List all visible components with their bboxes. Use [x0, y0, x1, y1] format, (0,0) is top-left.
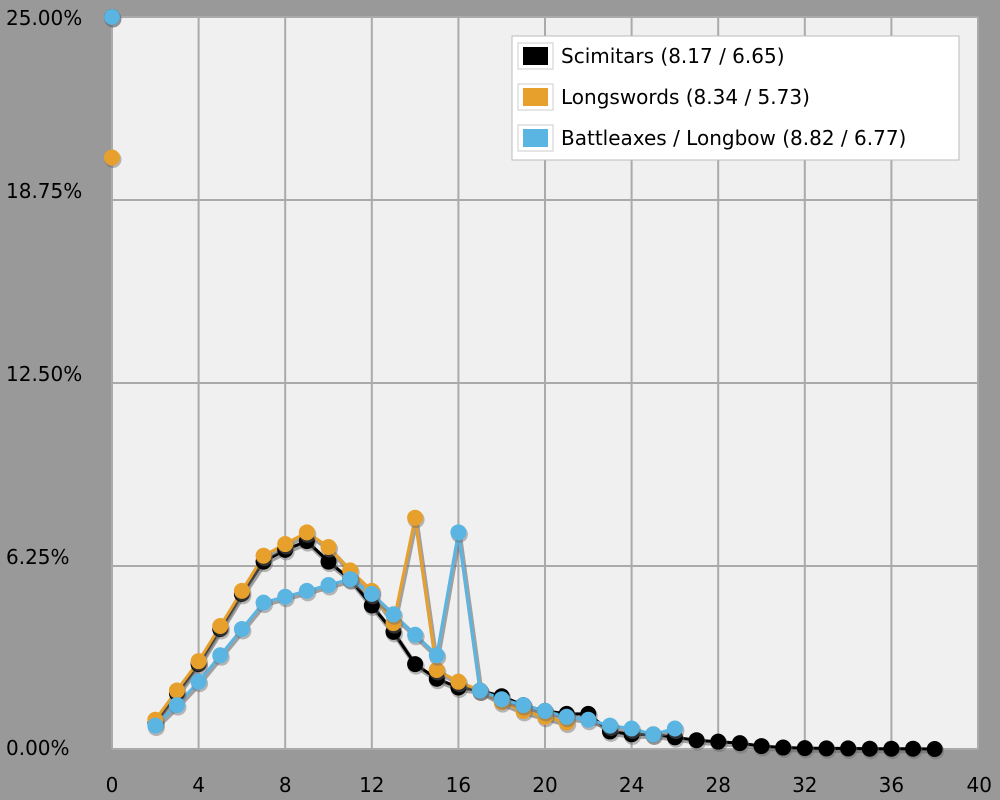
data-point [688, 732, 705, 749]
data-point [233, 582, 250, 599]
x-tick-label: 28 [705, 773, 730, 797]
series-points [104, 9, 945, 760]
x-tick-label: 4 [192, 773, 205, 797]
data-point [168, 697, 185, 714]
data-point [428, 661, 445, 678]
data-point [212, 647, 229, 664]
y-tick-label: 12.50% [6, 362, 82, 386]
data-point [385, 606, 402, 623]
data-point [450, 524, 467, 541]
x-tick-label: 12 [359, 773, 384, 797]
x-tick-label: 32 [792, 773, 817, 797]
data-point [147, 717, 164, 734]
data-point [861, 740, 878, 757]
x-tick-labels: 0 4 8 12 16 20 24 28 32 36 40 [106, 773, 992, 797]
data-point [190, 653, 207, 670]
x-tick-label: 24 [619, 773, 644, 797]
data-point [277, 588, 294, 605]
data-point [320, 538, 337, 555]
data-point [666, 720, 683, 737]
data-point [233, 620, 250, 637]
data-point [190, 673, 207, 690]
y-tick-label: 25.00% [6, 6, 82, 30]
data-point [104, 9, 120, 25]
data-point [320, 577, 337, 594]
data-point [407, 626, 424, 643]
data-point [623, 720, 640, 737]
data-point [905, 740, 922, 757]
legend-label: Battleaxes / Longbow (8.82 / 6.77) [561, 126, 906, 150]
data-point [515, 697, 532, 714]
legend-label: Scimitars (8.17 / 6.65) [561, 44, 785, 68]
x-tick-label: 0 [106, 773, 119, 797]
legend: Scimitars (8.17 / 6.65) Longswords (8.34 … [511, 35, 960, 161]
legend-label: Longswords (8.34 / 5.73) [561, 85, 810, 109]
data-point [775, 739, 792, 756]
legend-swatch [523, 129, 548, 147]
data-point [558, 708, 575, 725]
data-point [363, 597, 380, 614]
data-point [255, 547, 272, 564]
data-point [212, 618, 229, 635]
data-point [710, 733, 727, 750]
data-point [428, 647, 445, 664]
data-point [277, 536, 294, 553]
data-point [601, 717, 618, 734]
y-tick-label: 6.25% [6, 545, 70, 569]
data-point [320, 553, 337, 570]
data-point [926, 741, 943, 757]
x-tick-label: 40 [967, 773, 992, 797]
data-point [363, 585, 380, 602]
legend-swatch [523, 88, 548, 106]
data-point [493, 691, 510, 708]
x-tick-label: 20 [532, 773, 557, 797]
data-point [472, 682, 489, 699]
data-point [818, 740, 835, 757]
data-point [537, 702, 553, 719]
data-point [731, 735, 748, 752]
y-tick-label: 18.75% [6, 179, 82, 203]
data-point [342, 571, 359, 588]
legend-swatch [523, 47, 548, 65]
legend-box [511, 35, 960, 161]
x-tick-label: 16 [446, 773, 471, 797]
data-point [840, 740, 857, 757]
data-point [796, 740, 813, 757]
x-tick-label: 8 [279, 773, 292, 797]
x-tick-label: 36 [879, 773, 904, 797]
data-point [104, 149, 120, 166]
data-point [645, 726, 662, 743]
data-point [753, 738, 770, 755]
data-point [255, 594, 272, 611]
data-point [407, 656, 424, 673]
y-tick-labels: 0.00% 6.25% 12.50% 18.75% 25.00% [6, 6, 82, 760]
data-point [298, 582, 315, 599]
data-point [168, 682, 185, 699]
data-point [407, 509, 424, 526]
data-point [298, 524, 315, 541]
data-point [450, 673, 467, 690]
data-point [580, 711, 597, 728]
y-tick-label: 0.00% [6, 736, 70, 760]
data-point [883, 740, 900, 757]
